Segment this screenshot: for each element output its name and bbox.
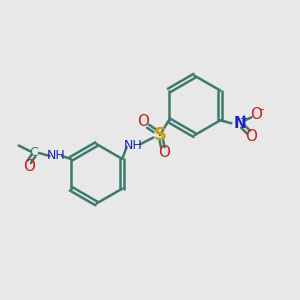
Text: NH: NH xyxy=(124,139,142,152)
Text: O: O xyxy=(158,146,170,160)
Text: +: + xyxy=(239,114,247,124)
Text: O: O xyxy=(138,114,150,129)
Text: O: O xyxy=(23,159,35,174)
Text: N: N xyxy=(233,116,246,131)
Text: -: - xyxy=(259,103,264,116)
Text: C: C xyxy=(29,146,38,159)
Text: O: O xyxy=(245,129,257,144)
Text: NH: NH xyxy=(46,149,65,162)
Text: O: O xyxy=(250,107,262,122)
Text: S: S xyxy=(153,126,167,144)
